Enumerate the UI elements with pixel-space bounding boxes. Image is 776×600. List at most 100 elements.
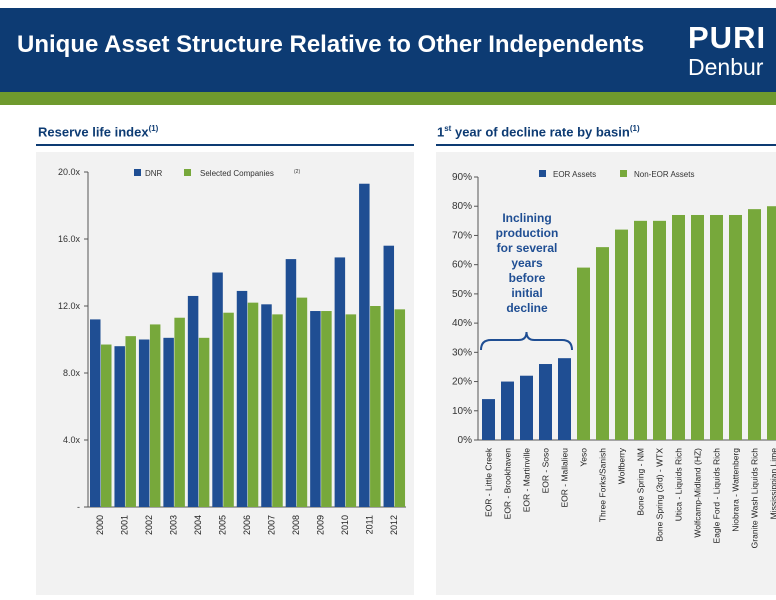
bar-dnr [359, 183, 370, 507]
y-tick-label: 60% [452, 260, 472, 271]
y-tick-label: 70% [452, 230, 472, 241]
bar-dnr [114, 346, 125, 507]
right-section-title-prefix: 1 [437, 124, 445, 140]
legend-swatch-selected-companies [184, 169, 191, 176]
reserve-life-chart: - 4.0x 8.0x 12.0x 16.0x 20.0x 2000 2001 2002 2003… [58, 167, 406, 535]
annotation-line: for several [497, 241, 558, 255]
bar-dnr [138, 339, 150, 507]
annotation-brace [480, 331, 573, 351]
decline-rate-chart: 0% 10% 20% 30% 40% 50% 60% 70% 80% 90% EOR - Littl… [452, 170, 776, 548]
bar-non-eor-asset [710, 214, 723, 440]
bar-eor-asset [501, 381, 514, 440]
header-banner [0, 8, 776, 92]
logo-wordmark-bottom: Denbur [688, 54, 764, 80]
y-tick-label: 16.0x [58, 234, 81, 244]
bar-dnr [334, 257, 346, 507]
bar-eor-asset [482, 399, 495, 440]
x-tick-label: EOR - Martinville [522, 448, 532, 513]
bar-selected-companies [223, 312, 234, 507]
x-tick-label: Yeso [579, 448, 589, 467]
x-tick-label: 2003 [169, 515, 179, 535]
y-tick-label: 20% [452, 377, 472, 388]
x-tick-label: 2011 [364, 515, 374, 534]
bar-dnr [383, 245, 395, 507]
y-tick-label: 10% [452, 406, 472, 417]
bar-non-eor-asset [691, 214, 704, 440]
x-tick-label: Wolfberry [617, 447, 627, 484]
bar-dnr [261, 304, 272, 507]
x-tick-label: EOR - Little Creek [484, 447, 494, 517]
x-tick-label: Mississippian Lime [769, 448, 776, 520]
bar-dnr [187, 295, 199, 507]
right-section-rule [436, 144, 776, 146]
y-tick-label: 20.0x [58, 167, 81, 177]
bar-selected-companies [345, 314, 357, 507]
x-tick-label: 2004 [193, 515, 203, 535]
x-tick-label: EOR - Mallalieu [560, 448, 570, 508]
y-tick-label: 90% [452, 172, 472, 183]
bar-non-eor-asset [729, 214, 742, 440]
bar-dnr [236, 290, 248, 507]
page-title: Unique Asset Structure Relative to Other… [17, 31, 645, 58]
legend-swatch-eor [539, 170, 546, 177]
right-section-title-text: year of decline rate by basin [451, 124, 630, 140]
bar-non-eor-asset [596, 247, 609, 440]
x-tick-label: Utica - Liquids Rich [674, 448, 684, 521]
x-tick-label: 2008 [291, 515, 301, 535]
y-tick-label: 0% [458, 435, 473, 446]
bar-selected-companies [125, 336, 136, 507]
legend-label-dnr: DNR [145, 169, 163, 178]
annotation-line: decline [506, 301, 548, 315]
x-tick-label: EOR - Soso [541, 448, 551, 494]
x-tick-label: 2007 [266, 515, 276, 535]
x-tick-label: Eagle Ford - Liquids Rich [712, 448, 722, 544]
bar-selected-companies [198, 337, 210, 507]
x-tick-label: Bone Spring (3rd) - WTX [655, 448, 665, 542]
x-tick-label: 2006 [242, 515, 252, 535]
legend-superscript: (2) [294, 169, 300, 175]
bar-non-eor-asset [577, 267, 590, 440]
bar-selected-companies [174, 317, 185, 507]
bar-non-eor-asset [653, 220, 666, 440]
header-accent-bar [0, 92, 776, 105]
x-tick-label: Niobrara - Wattenberg [731, 448, 741, 532]
annotation-line: initial [511, 286, 542, 300]
x-tick-label: 2001 [120, 515, 130, 535]
bar-non-eor-asset [615, 229, 628, 440]
bar-selected-companies [272, 314, 283, 507]
legend-label-selected-companies: Selected Companies [200, 169, 274, 178]
legend-label-non-eor: Non-EOR Assets [634, 170, 694, 179]
x-tick-label: Wolfcamp-Midland (HZ) [693, 448, 703, 538]
y-tick-label: 50% [452, 289, 472, 300]
bar-eor-asset [520, 375, 533, 440]
bar-dnr [163, 337, 174, 507]
legend-label-eor: EOR Assets [553, 170, 596, 179]
bar-selected-companies [370, 306, 381, 507]
right-section-title-ordinal: st [444, 124, 452, 133]
annotation-line: Inclining [502, 211, 551, 225]
left-section-title: Reserve life index(1) [38, 124, 158, 139]
x-tick-label: 2010 [340, 515, 350, 535]
bar-non-eor-asset [767, 206, 776, 440]
y-tick-label: 8.0x [63, 368, 81, 378]
annotation-line: before [509, 271, 546, 285]
right-section-title: 1st year of decline rate by basin(1) [437, 124, 640, 139]
bar-non-eor-asset [748, 209, 761, 440]
left-section-superscript: (1) [148, 124, 159, 133]
bar-dnr [212, 272, 223, 507]
bar-selected-companies [296, 297, 308, 507]
left-section-rule [36, 144, 414, 146]
legend-swatch-non-eor [620, 170, 627, 177]
x-tick-label: EOR - Brookhaven [503, 448, 513, 520]
x-tick-label: 2002 [144, 515, 154, 535]
bar-selected-companies [149, 324, 161, 507]
x-tick-label: 2012 [389, 515, 399, 535]
y-tick-label: 80% [452, 201, 472, 212]
y-tick-label: 40% [452, 318, 472, 329]
x-tick-label: Three Forks/Sanish [598, 448, 608, 522]
y-tick-label: - [77, 502, 80, 512]
bar-non-eor-asset [672, 214, 685, 440]
x-tick-label: 2000 [95, 515, 105, 535]
logo-wordmark-top: PURI [688, 20, 767, 55]
y-tick-label: 12.0x [58, 301, 81, 311]
